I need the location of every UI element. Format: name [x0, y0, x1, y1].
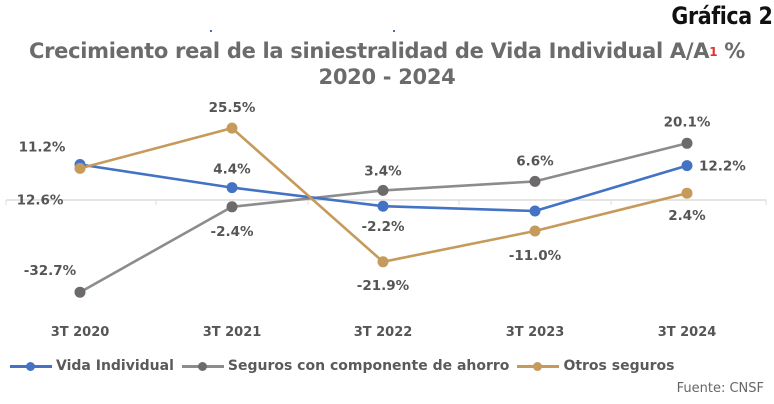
data-point-otros-seguros	[681, 187, 693, 199]
data-point-otros-seguros	[74, 162, 86, 174]
chart-number-badge: Gráfica 2	[671, 2, 772, 30]
data-label-otros-seguros: 11.2%	[19, 139, 66, 155]
legend-label: Seguros con componente de ahorro	[227, 358, 510, 374]
data-point-seguros-ahorro	[377, 184, 389, 196]
data-point-vida-individual	[377, 200, 389, 212]
data-point-seguros-ahorro	[74, 286, 86, 298]
data-point-seguros-ahorro	[529, 175, 541, 187]
data-label-otros-seguros: -21.9%	[357, 278, 410, 294]
chart-title-text: Crecimiento real de la siniestralidad de…	[28, 39, 710, 63]
x-tick-label: 3T 2022	[354, 325, 413, 340]
x-tick-label: 3T 2024	[658, 325, 717, 340]
legend-label: Otros seguros	[563, 358, 675, 374]
data-label-seguros-ahorro: 6.6%	[516, 153, 554, 169]
chart-title-block: Crecimiento real de la siniestralidad de…	[0, 38, 774, 90]
data-point-vida-individual	[529, 205, 541, 217]
legend-label: Vida Individual	[56, 358, 174, 374]
data-label-otros-seguros: -11.0%	[509, 248, 562, 264]
artifact-dot	[393, 30, 395, 32]
data-point-vida-individual	[226, 182, 238, 194]
legend-swatch-vida-individual	[10, 360, 52, 372]
chart-title: Crecimiento real de la siniestralidad de…	[0, 38, 774, 64]
data-label-seguros-ahorro: 20.1%	[664, 114, 711, 130]
data-label-vida-individual: 4.4%	[213, 162, 251, 178]
data-label-seguros-ahorro: -2.4%	[210, 224, 254, 240]
x-tick-label: 3T 2021	[203, 325, 262, 340]
footnote-marker: 1	[709, 45, 718, 59]
chart-legend: Vida Individual Seguros con componente d…	[10, 358, 682, 374]
data-point-otros-seguros	[226, 122, 238, 134]
data-point-otros-seguros	[529, 225, 541, 237]
data-label-otros-seguros: 25.5%	[209, 100, 256, 116]
chart-title-suffix: %	[724, 39, 746, 63]
data-point-seguros-ahorro	[681, 137, 693, 149]
data-point-seguros-ahorro	[226, 201, 238, 213]
x-tick-label: 3T 2023	[506, 325, 565, 340]
legend-item-otros-seguros: Otros seguros	[517, 358, 674, 374]
chart-subtitle: 2020 - 2024	[318, 65, 456, 89]
data-label-vida-individual: -2.2%	[361, 219, 405, 235]
data-label-seguros-ahorro: -32.7%	[24, 263, 77, 279]
legend-item-vida-individual: Vida Individual	[10, 358, 174, 374]
legend-swatch-otros-seguros	[517, 360, 560, 372]
data-point-vida-individual	[681, 160, 693, 172]
legend-swatch-seguros-ahorro	[181, 360, 224, 372]
data-point-otros-seguros	[377, 256, 389, 268]
data-label-otros-seguros: 2.4%	[668, 208, 706, 224]
data-label-seguros-ahorro: 3.4%	[364, 163, 402, 179]
data-label-vida-individual: 12.6%	[17, 193, 64, 209]
data-label-vida-individual: 12.2%	[699, 159, 746, 175]
artifact-dot	[210, 30, 212, 32]
source-note: Fuente: CNSF	[676, 381, 764, 396]
legend-item-seguros-ahorro: Seguros con componente de ahorro	[181, 358, 510, 374]
x-tick-label: 3T 2020	[51, 325, 110, 340]
